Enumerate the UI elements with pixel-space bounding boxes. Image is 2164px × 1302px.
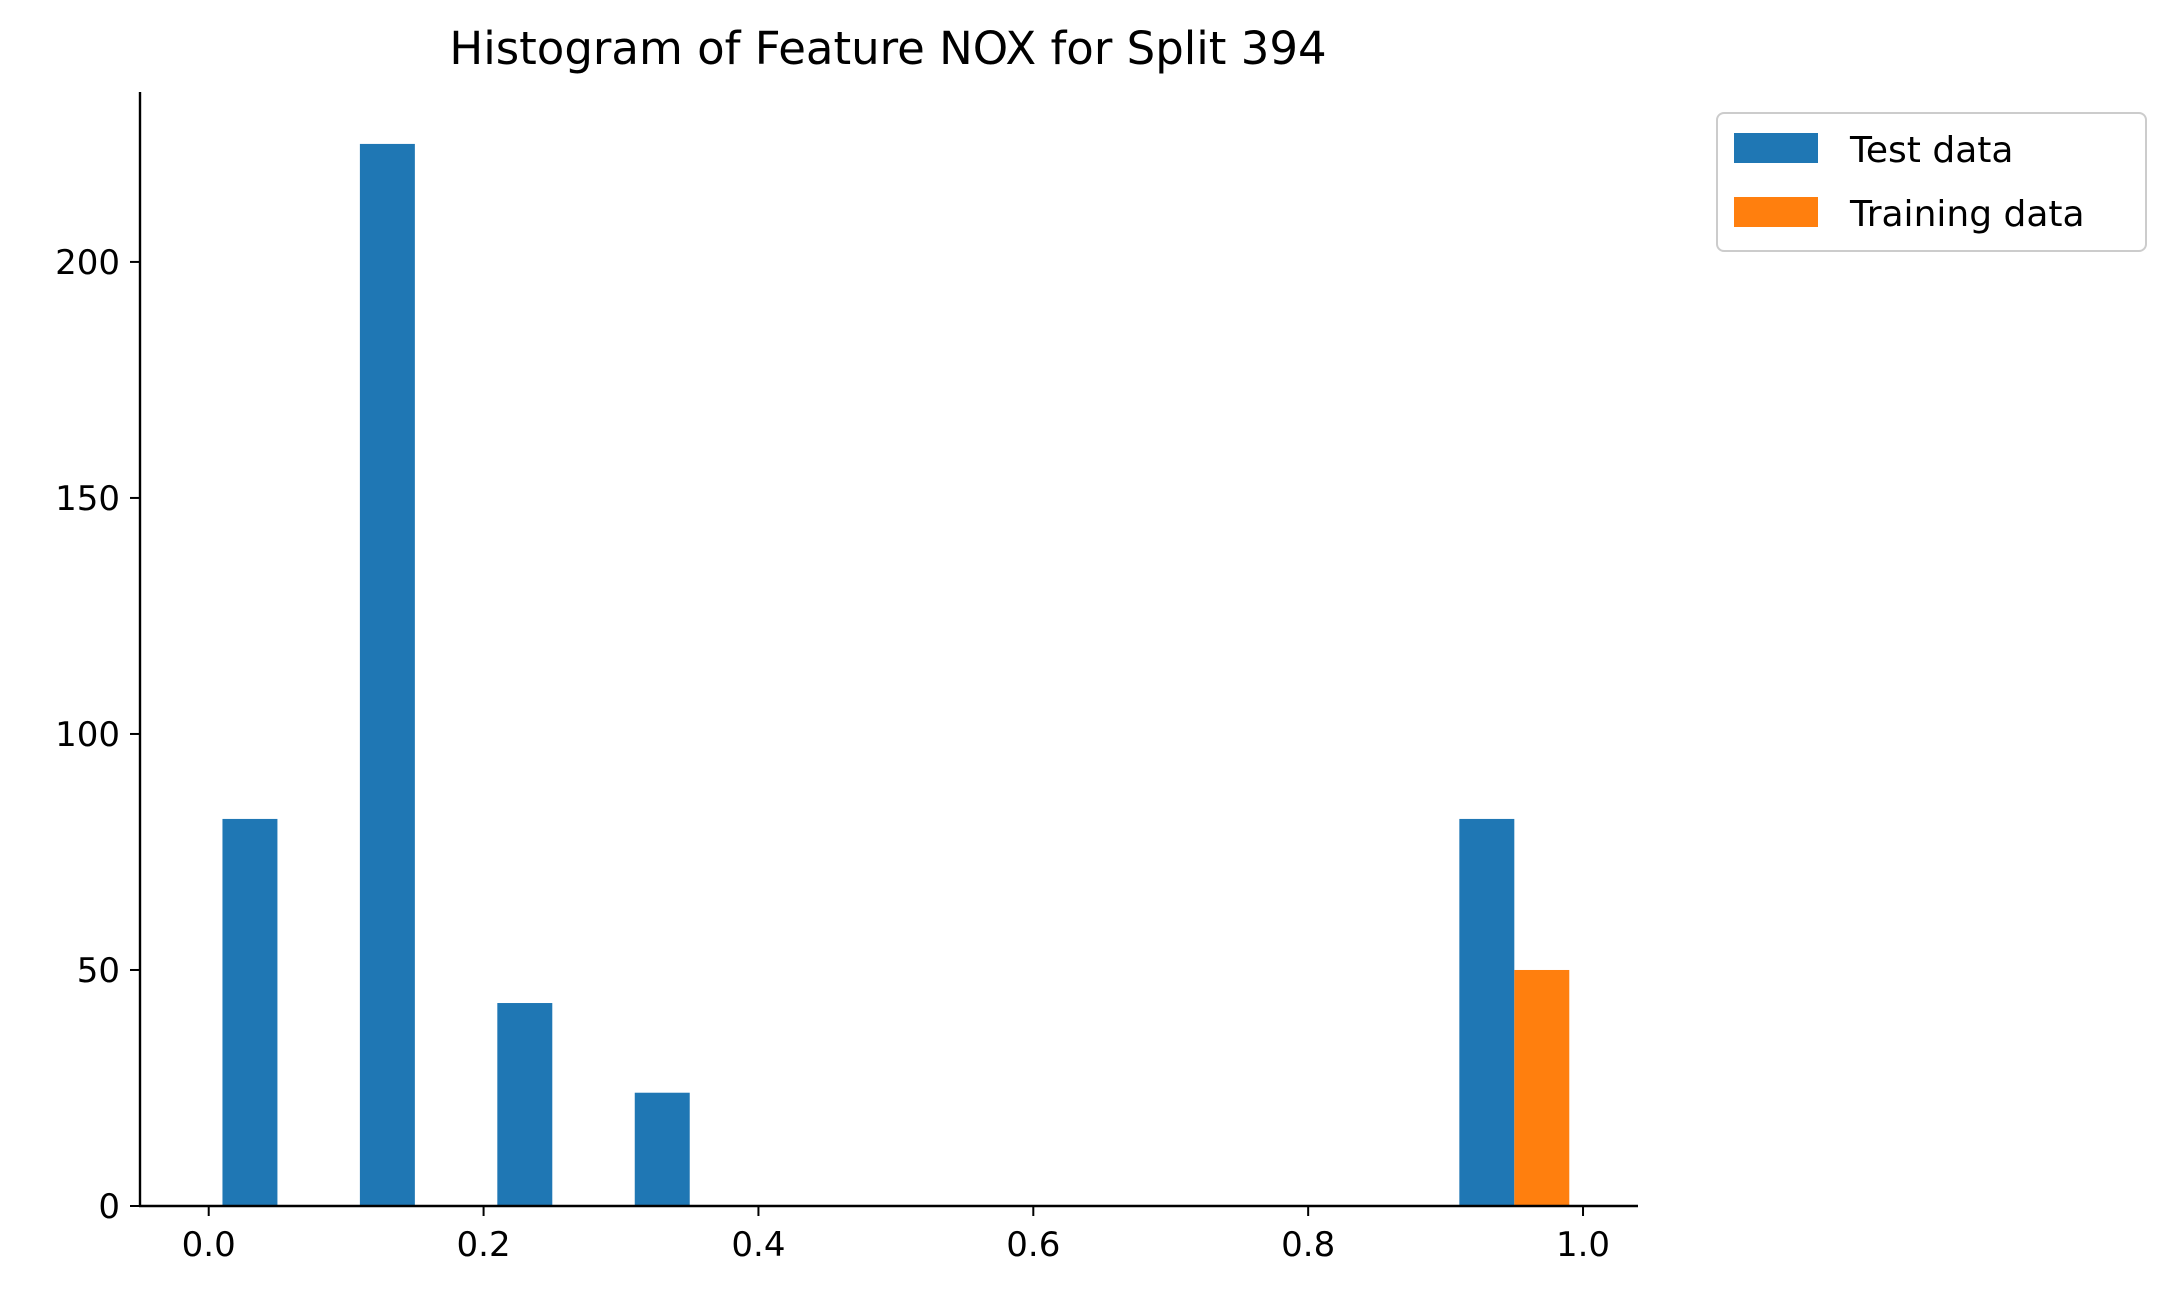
y-axis-ticks: 0 50 100 150 200 — [55, 243, 140, 1227]
x-tick-label: 0.4 — [731, 1225, 785, 1265]
y-tick-label: 200 — [55, 243, 120, 283]
y-tick-label: 0 — [98, 1187, 120, 1227]
x-tick-label: 0.8 — [1281, 1225, 1335, 1265]
chart-title: Histogram of Feature NOX for Split 394 — [449, 22, 1326, 75]
legend-label-training: Training data — [1849, 194, 2085, 235]
bar-test-data-1 — [359, 143, 415, 1207]
y-tick-label: 150 — [55, 479, 120, 519]
legend-swatch-test — [1734, 133, 1818, 163]
y-tick-label: 50 — [77, 951, 120, 991]
y-tick-label: 100 — [55, 715, 120, 755]
bar-training-data-0 — [1514, 969, 1570, 1206]
bar-test-data-4 — [1459, 818, 1515, 1206]
bar-test-data-3 — [634, 1092, 690, 1206]
x-tick-label: 0.2 — [457, 1225, 511, 1265]
x-axis-ticks: 0.0 0.2 0.4 0.6 0.8 1.0 — [182, 1206, 1610, 1265]
bar-test-data-0 — [222, 818, 278, 1206]
legend-swatch-training — [1734, 197, 1818, 227]
x-tick-label: 1.0 — [1556, 1225, 1610, 1265]
x-tick-label: 0.6 — [1006, 1225, 1060, 1265]
legend-frame — [1716, 112, 2147, 252]
legend-label-test: Test data — [1849, 130, 2013, 171]
bar-test-data-2 — [497, 1003, 553, 1206]
legend: Test data Training data — [1716, 112, 2147, 252]
bars-group — [222, 143, 1570, 1207]
x-tick-label: 0.0 — [182, 1225, 236, 1265]
